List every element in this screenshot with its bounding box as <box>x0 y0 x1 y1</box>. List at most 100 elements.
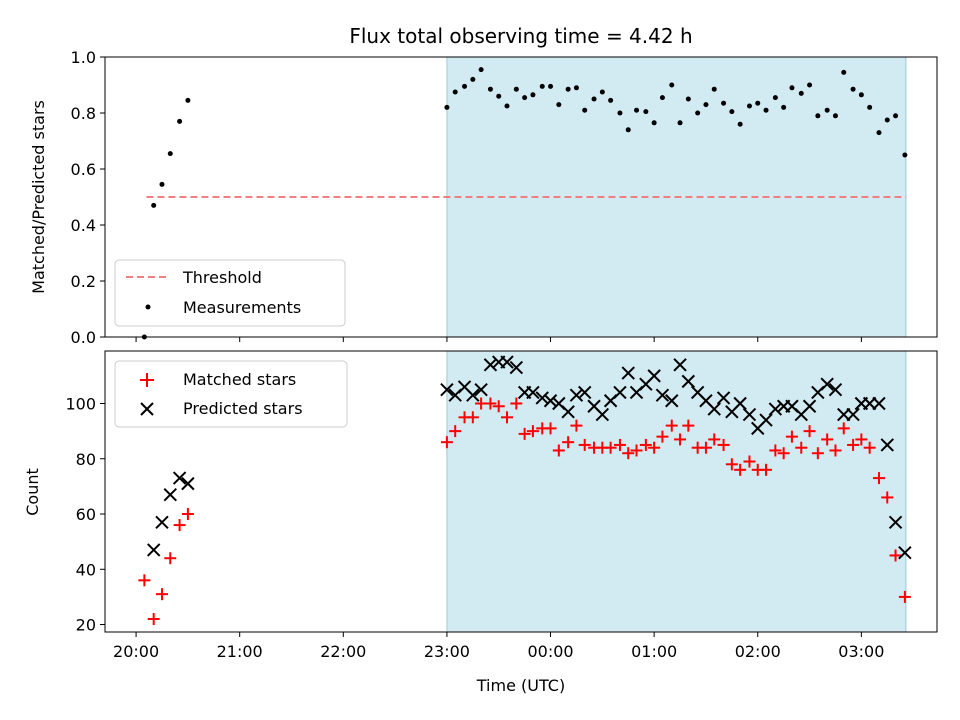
matched-star-point <box>785 430 798 443</box>
predicted-star-point <box>526 385 540 400</box>
measurement-point <box>643 109 649 115</box>
matched-star-point <box>639 438 652 451</box>
matched-star-point <box>147 613 160 626</box>
measurement-point <box>824 107 830 113</box>
measurement-point <box>185 97 191 103</box>
top-axes-frame <box>104 56 938 338</box>
matched-star-point <box>155 588 168 601</box>
matched-star-point <box>674 433 687 446</box>
top-y-axis-label: Matched/Predicted stars <box>29 100 48 294</box>
measurement-point <box>504 103 510 109</box>
predicted-star-point <box>888 515 903 530</box>
predicted-star-point <box>569 388 584 402</box>
matched-star-point <box>847 438 860 451</box>
top-measurement-points <box>141 67 908 340</box>
measurement-point <box>539 83 545 89</box>
chart-title: Flux total observing time = 4.42 h <box>349 24 692 48</box>
predicted-star-point <box>483 358 498 372</box>
matched-star-point <box>648 441 661 454</box>
matched-star-point <box>570 419 583 432</box>
predicted-star-point <box>655 388 670 402</box>
matched-star-point <box>682 419 695 432</box>
predicted-star-point <box>172 471 187 485</box>
matched-star-point <box>578 438 591 451</box>
measurement-point <box>513 86 519 92</box>
measurement-point <box>763 107 769 113</box>
matched-star-point <box>665 419 678 432</box>
measurement-point <box>850 86 856 92</box>
matched-star-point <box>725 458 738 471</box>
matched-star-point <box>889 549 902 562</box>
bottom-panel: 20 40 60 80 100 20:00 21:00 22:00 23:00 00:00 01:… <box>23 350 938 695</box>
matched-star-point <box>743 455 756 468</box>
matched-star-point <box>760 463 773 476</box>
measurement-point <box>695 110 701 116</box>
top-y-ticks: 0.0 0.2 0.4 0.6 0.8 1.0 <box>71 48 105 347</box>
matched-star-point <box>501 411 514 424</box>
legend-measurements-swatch <box>145 304 151 310</box>
x-tick-label: 22:00 <box>320 642 366 661</box>
matched-star-point <box>492 400 505 413</box>
predicted-star-point <box>181 476 195 491</box>
x-tick-label: 03:00 <box>838 642 884 661</box>
matched-star-point <box>717 438 730 451</box>
measurement-point <box>669 82 675 88</box>
measurement-point <box>876 130 882 136</box>
predicted-star-point <box>673 358 687 372</box>
measurement-point <box>556 102 562 108</box>
y-tick-label: 1.0 <box>71 48 96 67</box>
measurement-point <box>841 69 847 75</box>
measurement-point <box>573 85 579 91</box>
predicted-star-point <box>440 382 454 397</box>
measurement-point <box>867 104 873 110</box>
predicted-star-point <box>647 369 661 383</box>
matched-star-point <box>510 397 523 410</box>
measurement-point <box>522 95 528 101</box>
predicted-star-point <box>820 377 834 391</box>
y-tick-label: 40 <box>76 560 96 579</box>
x-tick-label: 23:00 <box>424 642 470 661</box>
y-tick-label: 0.2 <box>71 272 96 291</box>
x-tick-label: 02:00 <box>735 642 781 661</box>
matched-star-point <box>484 397 497 410</box>
predicted-star-point <box>733 396 747 411</box>
matched-star-point <box>656 430 669 443</box>
legend-predicted-swatch <box>140 402 154 416</box>
measurement-point <box>893 113 899 119</box>
predicted-star-point <box>578 385 592 400</box>
measurement-point <box>452 89 458 95</box>
measurement-point <box>548 83 554 89</box>
bottom-count-points <box>138 355 912 626</box>
measurement-point <box>599 89 605 95</box>
predicted-star-point <box>759 413 773 427</box>
y-tick-label: 0.0 <box>71 328 96 347</box>
y-tick-label: 60 <box>76 505 96 524</box>
matched-star-point <box>552 444 565 457</box>
matched-star-point <box>829 444 842 457</box>
bottom-observing-window-shade <box>446 350 907 633</box>
predicted-star-point <box>846 407 860 422</box>
matched-star-point <box>734 463 747 476</box>
measurement-point <box>634 107 640 113</box>
matched-star-point <box>777 447 790 460</box>
matched-star-point <box>708 433 721 446</box>
top-legend-box <box>114 259 346 327</box>
measurement-point <box>746 103 752 109</box>
measurement-point <box>591 96 597 102</box>
x-axis-label: Time (UTC) <box>476 676 565 695</box>
matched-star-point <box>562 436 575 449</box>
y-tick-label: 0.8 <box>71 104 96 123</box>
measurement-point <box>167 151 173 157</box>
measurement-point <box>781 104 787 110</box>
matched-star-point <box>803 425 816 438</box>
bottom-y-axis-label: Count <box>23 468 42 516</box>
matched-star-point <box>795 441 808 454</box>
predicted-star-point <box>474 382 488 397</box>
matched-star-point <box>855 433 868 446</box>
matched-star-point <box>181 508 194 521</box>
measurement-point <box>721 100 727 106</box>
matched-star-point <box>173 519 186 532</box>
x-tick-label: 21:00 <box>217 642 263 661</box>
measurement-point <box>772 95 778 101</box>
legend-threshold-label: Threshold <box>182 268 262 287</box>
